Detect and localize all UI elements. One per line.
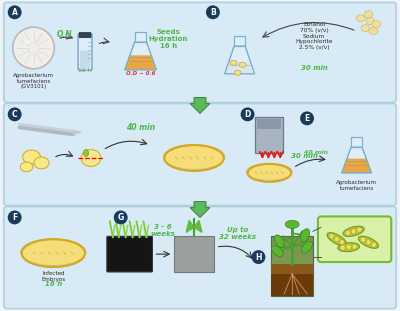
Circle shape [206,5,220,19]
Polygon shape [194,220,202,232]
Polygon shape [73,130,81,134]
Text: O.D ~ 0.6: O.D ~ 0.6 [126,71,155,76]
Text: Agrobacterium
tumefaciens
(GV3101): Agrobacterium tumefaciens (GV3101) [13,73,54,89]
Ellipse shape [327,233,346,246]
Ellipse shape [22,150,40,164]
Ellipse shape [272,246,283,257]
Text: O.N: O.N [56,30,72,39]
FancyBboxPatch shape [4,207,396,309]
Text: Ethanol
70% (v/v)
Sodium
Hypochlorite
2.5% (v/v): Ethanol 70% (v/v) Sodium Hypochlorite 2.… [295,22,333,50]
Ellipse shape [164,145,224,171]
FancyBboxPatch shape [4,104,396,206]
Circle shape [13,27,54,69]
Text: Agrobacterium
tumefaciens: Agrobacterium tumefaciens [336,180,377,191]
Text: Up to
32 weeks: Up to 32 weeks [219,227,256,240]
FancyBboxPatch shape [80,51,90,68]
Text: 30 min: 30 min [291,153,318,159]
Text: D: D [244,110,251,119]
Circle shape [300,111,314,125]
FancyBboxPatch shape [234,36,245,46]
Text: F: F [12,213,17,222]
Polygon shape [190,98,210,114]
FancyBboxPatch shape [79,33,91,38]
Text: 40 min: 40 min [304,150,328,155]
Circle shape [357,227,362,232]
FancyBboxPatch shape [318,216,391,262]
Circle shape [371,242,376,247]
Text: G: G [118,213,124,222]
FancyBboxPatch shape [258,119,281,129]
Ellipse shape [372,21,381,28]
Circle shape [352,244,357,249]
Text: E: E [304,114,310,123]
Ellipse shape [234,70,241,75]
Circle shape [351,229,356,234]
Ellipse shape [24,39,32,44]
Polygon shape [190,202,210,217]
Text: Infected
Embryos: Infected Embryos [41,271,65,282]
Polygon shape [186,220,194,232]
Ellipse shape [34,157,49,169]
Ellipse shape [81,150,101,166]
FancyBboxPatch shape [107,236,152,272]
Ellipse shape [230,60,237,65]
Text: H: H [255,253,262,262]
Ellipse shape [22,239,85,267]
Text: C: C [12,110,18,119]
Ellipse shape [356,15,365,22]
Text: Seeds
Hydration
16 h: Seeds Hydration 16 h [148,29,188,49]
Text: A: A [12,8,18,17]
Text: B: B [210,8,216,17]
Circle shape [340,245,345,250]
Circle shape [340,240,344,245]
Ellipse shape [343,226,364,236]
Ellipse shape [248,164,291,182]
FancyBboxPatch shape [271,264,313,296]
FancyBboxPatch shape [174,236,214,272]
Ellipse shape [358,236,378,248]
FancyBboxPatch shape [134,32,146,42]
Ellipse shape [361,25,370,32]
Text: 16 h: 16 h [45,281,62,287]
Circle shape [8,107,22,121]
Polygon shape [342,159,372,173]
FancyBboxPatch shape [351,137,362,147]
FancyBboxPatch shape [256,117,283,153]
Text: 40 min: 40 min [126,123,155,132]
Circle shape [8,5,22,19]
Polygon shape [342,147,372,173]
Circle shape [346,245,351,250]
Ellipse shape [239,62,246,67]
Circle shape [8,211,22,224]
FancyBboxPatch shape [78,34,92,70]
FancyBboxPatch shape [271,274,313,296]
Text: 16 h: 16 h [78,68,92,73]
FancyBboxPatch shape [271,236,313,296]
Polygon shape [225,46,254,74]
Ellipse shape [285,220,299,228]
Circle shape [361,237,366,242]
Circle shape [252,250,266,264]
Circle shape [241,107,254,121]
Ellipse shape [84,150,88,156]
Ellipse shape [364,11,373,18]
Text: 3 - 6
weeks: 3 - 6 weeks [150,224,175,237]
Polygon shape [125,42,156,70]
Ellipse shape [20,162,33,172]
FancyBboxPatch shape [4,2,396,103]
Ellipse shape [274,235,284,248]
Ellipse shape [366,18,375,25]
Circle shape [114,211,128,224]
Circle shape [334,237,339,242]
Ellipse shape [302,241,312,253]
Ellipse shape [369,28,378,35]
Text: 30 min: 30 min [300,65,328,71]
Ellipse shape [300,229,310,242]
Polygon shape [125,55,156,70]
Circle shape [366,240,371,245]
Circle shape [345,230,350,235]
Circle shape [329,234,334,239]
Ellipse shape [338,243,360,252]
Polygon shape [225,63,254,74]
